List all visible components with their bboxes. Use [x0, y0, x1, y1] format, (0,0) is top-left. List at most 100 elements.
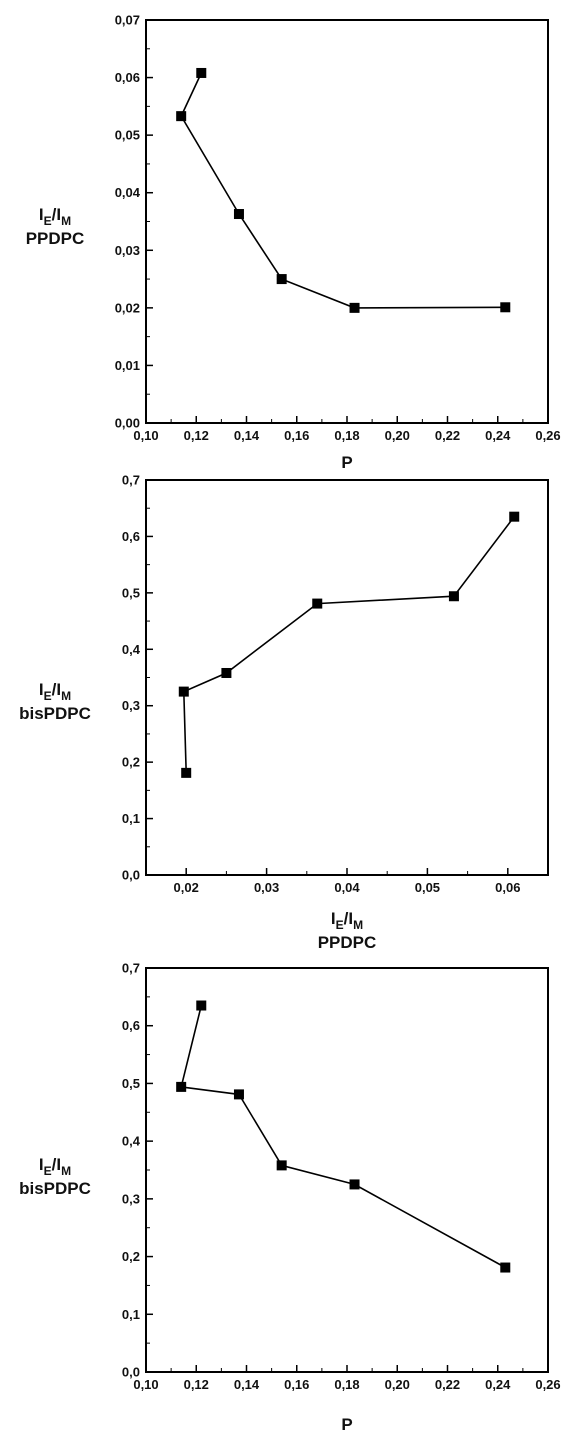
- x-tick-label: 0,24: [485, 1377, 511, 1392]
- y-tick-label: 0,03: [115, 243, 140, 258]
- y-axis-title-sub1: E: [44, 214, 52, 228]
- y-tick-label: 0,6: [122, 1018, 140, 1033]
- y-tick-label: 0,7: [122, 961, 140, 976]
- y-tick-label: 0,0: [122, 1365, 140, 1380]
- y-tick-label: 0,1: [122, 811, 140, 826]
- x-tick-label: 0,20: [385, 428, 410, 443]
- y-axis-title-slash: /: [52, 205, 57, 224]
- data-point: [276, 1160, 287, 1171]
- series-line: [182, 516, 515, 773]
- x-axis-title-main: I: [331, 909, 336, 928]
- x-tick-label: 0,26: [535, 428, 560, 443]
- y-axis-title-line2: bisPDPC: [19, 704, 91, 723]
- data-point: [349, 1179, 360, 1190]
- x-axis-title: P: [341, 453, 352, 472]
- data-point: [181, 767, 192, 778]
- chart-ppdpc-vs-p: 0,10 0,12 0,14 0,16 0,18 0,20 0,22 0,24 0,26 0,00…: [26, 13, 561, 473]
- x-tick-label: 0,10: [133, 428, 158, 443]
- x-tick-label: 0,12: [184, 1377, 209, 1392]
- data-point: [500, 1262, 511, 1273]
- y-tick-label: 0,00: [115, 416, 140, 431]
- x-tick-label: 0,24: [485, 428, 511, 443]
- x-tick-label: 0,05: [415, 880, 440, 895]
- x-tick-label: 0,16: [284, 428, 309, 443]
- y-tick-label: 0,0: [122, 868, 140, 883]
- x-tick-label: 0,26: [535, 1377, 560, 1392]
- x-axis-title-sub1: E: [336, 918, 344, 932]
- data-point: [178, 686, 189, 697]
- y-tick-label: 0,02: [115, 300, 140, 315]
- data-point: [312, 598, 323, 609]
- x-tick-label: 0,14: [234, 1377, 260, 1392]
- data-point: [196, 67, 207, 78]
- y-axis-title-line2: bisPDPC: [19, 1179, 91, 1198]
- y-tick-label: 0,3: [122, 1191, 140, 1206]
- x-tick-label: 0,06: [495, 880, 520, 895]
- y-axis-title-main2: I: [56, 680, 61, 699]
- data-point: [233, 1089, 244, 1100]
- y-axis-title-main: I: [39, 205, 44, 224]
- y-axis-title-sub2: M: [61, 689, 71, 703]
- data-point: [448, 591, 459, 602]
- y-tick-label: 0,4: [122, 1134, 141, 1149]
- y-axis-title-main: I: [39, 680, 44, 699]
- y-tick-label: 0,3: [122, 698, 140, 713]
- x-tick-label: 0,10: [133, 1377, 158, 1392]
- y-tick-label: 0,5: [122, 1076, 140, 1091]
- y-axis-title-sub2: M: [61, 1164, 71, 1178]
- x-tick-label: 0,12: [184, 428, 209, 443]
- data-point: [500, 302, 511, 313]
- data-point: [233, 209, 244, 220]
- y-tick-label: 0,4: [122, 642, 141, 657]
- data-point: [221, 667, 232, 678]
- y-axis-title-slash: /: [52, 680, 57, 699]
- y-axis-title-sub1: E: [44, 1164, 52, 1178]
- x-tick-label: 0,18: [334, 1377, 359, 1392]
- x-tick-label: 0,22: [435, 428, 460, 443]
- y-axis-title-line2: PPDPC: [26, 229, 85, 248]
- y-axis-title-sub2: M: [61, 214, 71, 228]
- series-line: [180, 72, 506, 309]
- x-tick-label: 0,20: [385, 1377, 410, 1392]
- y-axis-title: IE/IM: [39, 680, 71, 703]
- data-point: [349, 302, 360, 313]
- x-tick-label: 0,14: [234, 428, 260, 443]
- y-axis-title-main2: I: [56, 1155, 61, 1174]
- y-tick-label: 0,1: [122, 1307, 140, 1322]
- y-tick-label: 0,7: [122, 473, 140, 488]
- y-axis-title-sub1: E: [44, 689, 52, 703]
- data-point: [176, 111, 187, 122]
- y-axis-title-slash: /: [52, 1155, 57, 1174]
- x-axis-title: IE/IM: [331, 909, 363, 932]
- x-tick-label: 0,18: [334, 428, 359, 443]
- y-tick-label: 0,01: [115, 358, 140, 373]
- series-line: [180, 1005, 506, 1269]
- data-point: [196, 1000, 207, 1011]
- plot-frame: [145, 967, 549, 1373]
- y-axis-title-main: I: [39, 1155, 44, 1174]
- data-point: [276, 274, 287, 285]
- x-axis-title-line2: PPDPC: [318, 933, 377, 952]
- x-axis-title-slash: /: [344, 909, 349, 928]
- y-tick-label: 0,2: [122, 755, 140, 770]
- x-axis-title-sub2: M: [353, 918, 363, 932]
- y-axis-title: IE/IM: [39, 1155, 71, 1178]
- plot-frame: [145, 19, 549, 424]
- x-tick-label: 0,03: [254, 880, 279, 895]
- y-tick-label: 0,07: [115, 13, 140, 28]
- data-point: [509, 511, 520, 522]
- y-tick-label: 0,05: [115, 128, 140, 143]
- y-tick-label: 0,6: [122, 529, 140, 544]
- x-axis-title-main2: I: [348, 909, 353, 928]
- x-tick-label: 0,04: [334, 880, 360, 895]
- y-axis-title: IE/IM: [39, 205, 71, 228]
- y-axis-title-main2: I: [56, 205, 61, 224]
- x-tick-label: 0,02: [174, 880, 199, 895]
- y-tick-label: 0,5: [122, 585, 140, 600]
- y-tick-label: 0,2: [122, 1249, 140, 1264]
- chart-bispdpc-vs-ppdpc: 0,02 0,03 0,04 0,05 0,06 0,0 0,1 0,2 0,3 0,4 0,5 0,…: [19, 473, 549, 952]
- y-tick-label: 0,06: [115, 70, 140, 85]
- chart-bispdpc-vs-p: 0,10 0,12 0,14 0,16 0,18 0,20 0,22 0,24 0,26 0,0 0…: [19, 961, 561, 1435]
- y-tick-label: 0,04: [115, 185, 141, 200]
